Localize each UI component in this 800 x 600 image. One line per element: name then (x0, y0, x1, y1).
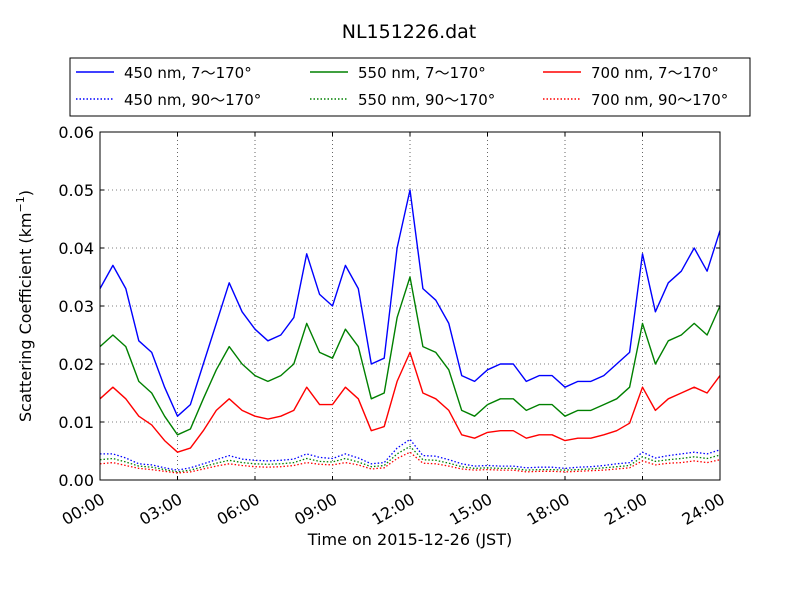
x-tick-label: 21:00 (601, 489, 650, 529)
x-tick-label: 06:00 (214, 489, 263, 529)
legend-label-4: 550 nm, 90～170° (358, 91, 495, 109)
series-line-5 (99, 351, 721, 453)
y-axis-label-close: ) (16, 190, 35, 196)
y-axis-label: Scattering Coefficient (km−1) (14, 190, 35, 422)
y-tick-label: 0.03 (58, 297, 94, 316)
x-tick-label: 24:00 (679, 489, 728, 529)
legend-label-1: 450 nm, 7～170° (124, 64, 252, 82)
y-tick-label: 0.02 (58, 355, 94, 374)
x-tick-label: 09:00 (291, 489, 340, 529)
grid (100, 132, 720, 480)
legend-label-5: 700 nm, 7～170° (591, 64, 719, 82)
x-tick-label: 00:00 (59, 489, 108, 529)
y-tick-label: 0.00 (58, 471, 94, 490)
series-line-1 (99, 189, 721, 417)
y-tick-label: 0.01 (58, 413, 94, 432)
x-tick-label: 18:00 (524, 489, 573, 529)
x-tick-label: 12:00 (369, 489, 418, 529)
x-tick-label: 03:00 (136, 489, 185, 529)
y-tick-label: 0.06 (58, 123, 94, 142)
x-axis-label: Time on 2015-12-26 (JST) (307, 530, 512, 549)
legend-label-3: 550 nm, 7～170° (358, 64, 486, 82)
series-line-6 (99, 451, 721, 474)
y-axis-label-unit-sup: −1 (14, 196, 27, 212)
y-tick-label: 0.04 (58, 239, 94, 258)
x-tick-label: 15:00 (446, 489, 495, 529)
series-layer (99, 189, 721, 474)
y-axis-label-main: Scattering Coefficient (km (16, 212, 35, 422)
y-tick-label: 0.05 (58, 181, 94, 200)
chart-title: NL151226.dat (342, 21, 477, 43)
series-line-4 (99, 445, 721, 473)
legend: 450 nm, 7～170° 450 nm, 90～170° 550 nm, 7～1… (69, 57, 751, 117)
series-line-3 (99, 276, 721, 436)
legend-label-6: 700 nm, 90～170° (591, 91, 728, 109)
legend-frame (69, 57, 751, 117)
legend-label-2: 450 nm, 90～170° (124, 91, 261, 109)
